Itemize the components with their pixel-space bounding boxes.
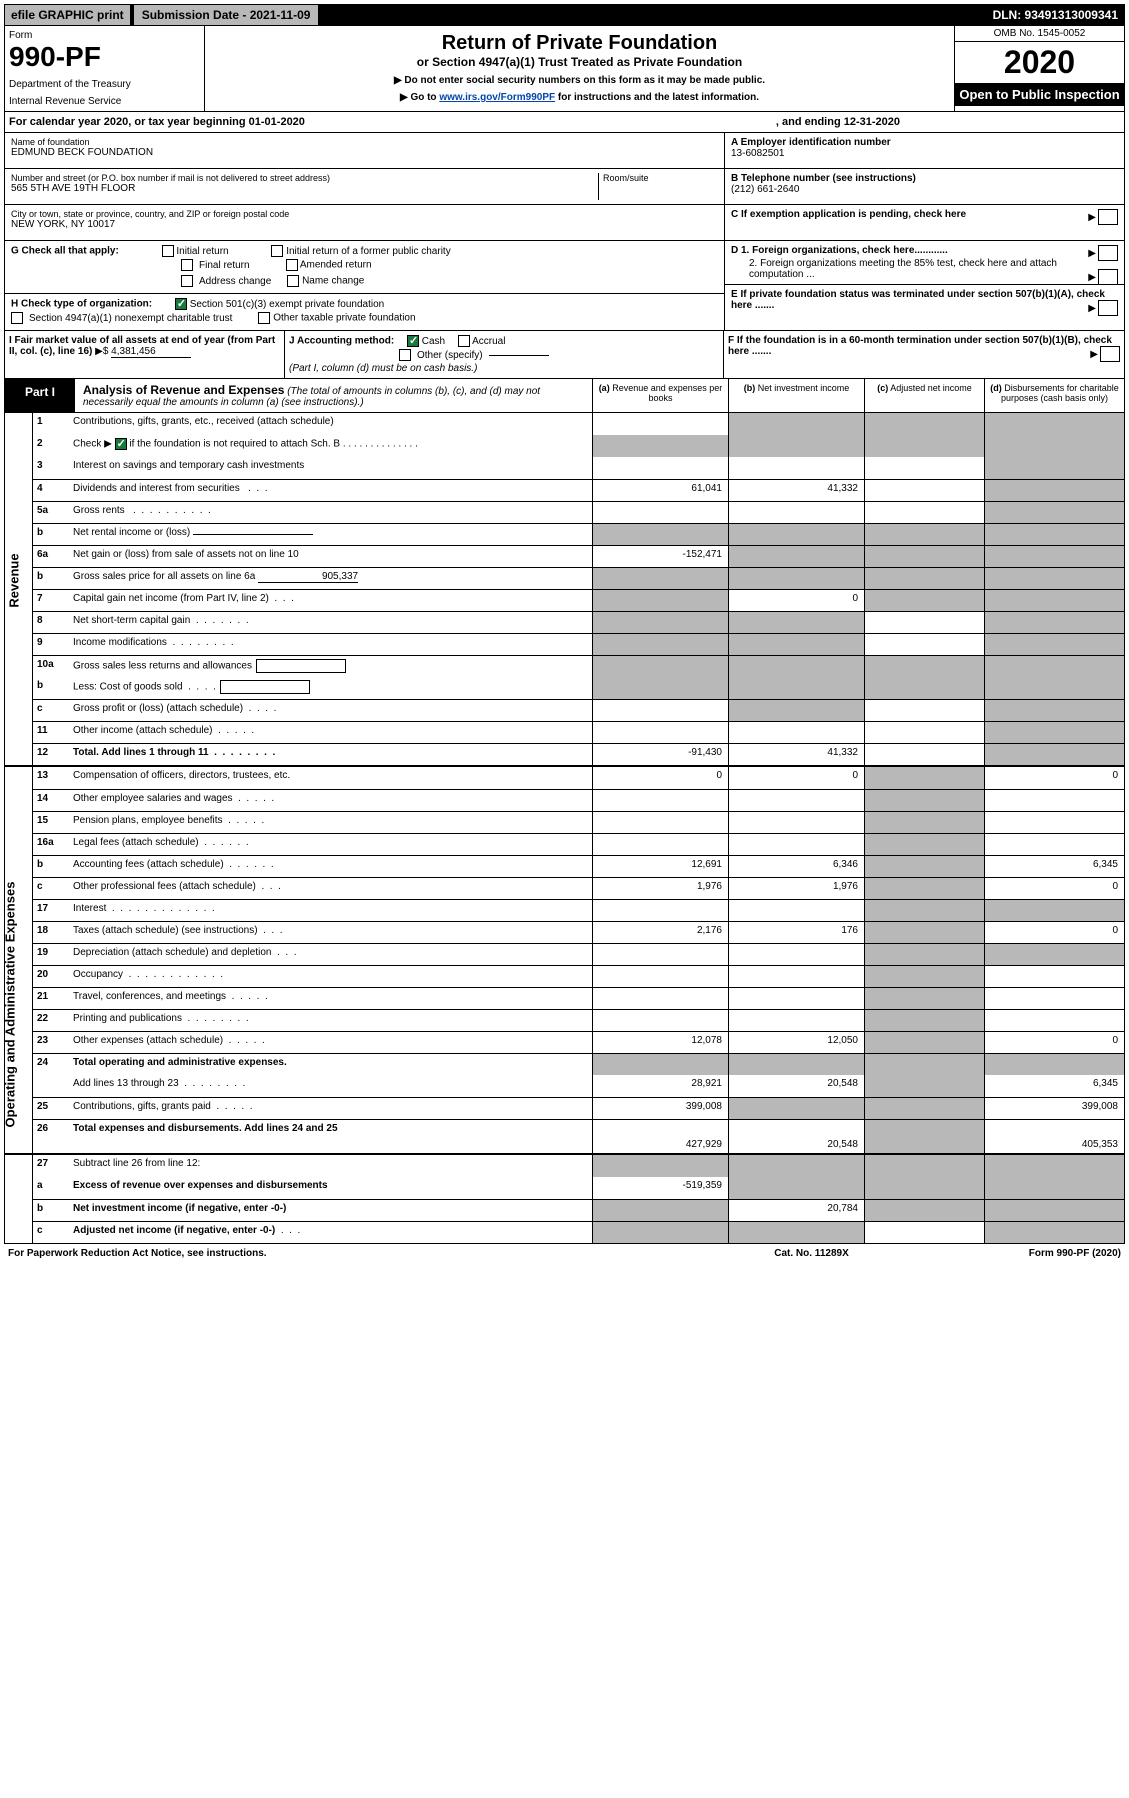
footer: For Paperwork Reduction Act Notice, see … xyxy=(4,1244,1125,1263)
i-cell: I Fair market value of all assets at end… xyxy=(5,331,285,378)
h-check-cell: H Check type of organization: Section 50… xyxy=(5,294,724,330)
part1-label: Part I xyxy=(5,379,75,412)
header-mid: Return of Private Foundation or Section … xyxy=(205,26,954,111)
omb-number: OMB No. 1545-0052 xyxy=(955,26,1124,42)
header-left: Form 990-PF Department of the Treasury I… xyxy=(5,26,205,111)
form-ref: Form 990-PF (2020) xyxy=(1029,1248,1121,1259)
cat-number: Cat. No. 11289X xyxy=(774,1248,848,1259)
c-checkbox[interactable] xyxy=(1098,209,1118,225)
d2-checkbox[interactable] xyxy=(1098,269,1118,285)
phone-cell: B Telephone number (see instructions) (2… xyxy=(725,169,1124,205)
form-subtitle: or Section 4947(a)(1) Trust Treated as P… xyxy=(211,55,948,69)
paperwork-notice: For Paperwork Reduction Act Notice, see … xyxy=(8,1248,267,1259)
accrual-checkbox[interactable] xyxy=(458,335,470,347)
col-d-header: (d) Disbursements for charitable purpose… xyxy=(984,379,1124,412)
city-cell: City or town, state or province, country… xyxy=(5,205,724,241)
note-goto: ▶ Go to www.irs.gov/Form990PF for instru… xyxy=(211,92,948,103)
calendar-end: , and ending 12-31-2020 xyxy=(776,116,900,128)
calendar-year-row: For calendar year 2020, or tax year begi… xyxy=(4,112,1125,133)
form-label: Form xyxy=(9,30,200,41)
g-check-cell: G Check all that apply: Initial return I… xyxy=(5,241,724,294)
name-cell: Name of foundation EDMUND BECK FOUNDATIO… xyxy=(5,133,724,169)
part1-header: Part I Analysis of Revenue and Expenses … xyxy=(4,379,1125,413)
e-checkbox[interactable] xyxy=(1098,300,1118,316)
other-method-checkbox[interactable] xyxy=(399,349,411,361)
501c3-checkbox[interactable] xyxy=(175,298,187,310)
form-number: 990-PF xyxy=(9,41,200,73)
f-checkbox[interactable] xyxy=(1100,346,1120,362)
expenses-side-label: Operating and Administrative Expenses xyxy=(5,767,33,1153)
lower-info-block: I Fair market value of all assets at end… xyxy=(4,331,1125,379)
top-bar: efile GRAPHIC print Submission Date - 20… xyxy=(4,4,1125,26)
main-table: Revenue 1Contributions, gifts, grants, e… xyxy=(4,413,1125,1244)
amended-checkbox[interactable] xyxy=(286,259,298,271)
form-header: Form 990-PF Department of the Treasury I… xyxy=(4,26,1125,112)
col-a-header: (a) (a) Revenue and expenses per booksRe… xyxy=(592,379,728,412)
initial-return-checkbox[interactable] xyxy=(162,245,174,257)
schb-checkbox[interactable] xyxy=(115,438,127,450)
efile-label: efile GRAPHIC print xyxy=(5,5,130,25)
j-cell: J Accounting method: Cash Accrual Other … xyxy=(285,331,724,378)
d1-checkbox[interactable] xyxy=(1098,245,1118,261)
column-headers: (a) (a) Revenue and expenses per booksRe… xyxy=(592,379,1124,412)
info-right: A Employer identification number 13-6082… xyxy=(724,133,1124,330)
cash-checkbox[interactable] xyxy=(407,335,419,347)
other-taxable-checkbox[interactable] xyxy=(258,312,270,324)
name-change-checkbox[interactable] xyxy=(287,275,299,287)
info-left: Name of foundation EDMUND BECK FOUNDATIO… xyxy=(5,133,724,330)
e-cell: E If private foundation status was termi… xyxy=(725,285,1124,321)
dept-irs: Internal Revenue Service xyxy=(9,96,200,107)
ein-cell: A Employer identification number 13-6082… xyxy=(725,133,1124,169)
final-return-checkbox[interactable] xyxy=(181,259,193,271)
tax-year: 2020 xyxy=(955,42,1124,83)
address-cell: Number and street (or P.O. box number if… xyxy=(5,169,724,205)
form990pf-link[interactable]: www.irs.gov/Form990PF xyxy=(439,92,555,103)
note-ssn: ▶ Do not enter social security numbers o… xyxy=(211,75,948,86)
form-title: Return of Private Foundation xyxy=(211,32,948,55)
col-c-header: (c) Adjusted net income xyxy=(864,379,984,412)
calendar-begin: For calendar year 2020, or tax year begi… xyxy=(9,116,305,128)
f-cell: F If the foundation is in a 60-month ter… xyxy=(724,331,1124,378)
open-to-public: Open to Public Inspection xyxy=(955,83,1124,106)
d-cell: D 1. Foreign organizations, check here..… xyxy=(725,241,1124,285)
col-b-header: (b) Net investment income xyxy=(728,379,864,412)
address-change-checkbox[interactable] xyxy=(181,275,193,287)
initial-former-checkbox[interactable] xyxy=(271,245,283,257)
dln-label: DLN: 93491313009341 xyxy=(987,5,1124,25)
4947-checkbox[interactable] xyxy=(11,312,23,324)
foundation-info: Name of foundation EDMUND BECK FOUNDATIO… xyxy=(4,133,1125,331)
c-cell: C If exemption application is pending, c… xyxy=(725,205,1124,241)
dept-treasury: Department of the Treasury xyxy=(9,79,200,90)
revenue-side-label: Revenue xyxy=(5,413,33,765)
submission-date: Submission Date - 2021-11-09 xyxy=(134,5,319,25)
header-right: OMB No. 1545-0052 2020 Open to Public In… xyxy=(954,26,1124,111)
part1-desc: Analysis of Revenue and Expenses (The to… xyxy=(75,379,592,412)
